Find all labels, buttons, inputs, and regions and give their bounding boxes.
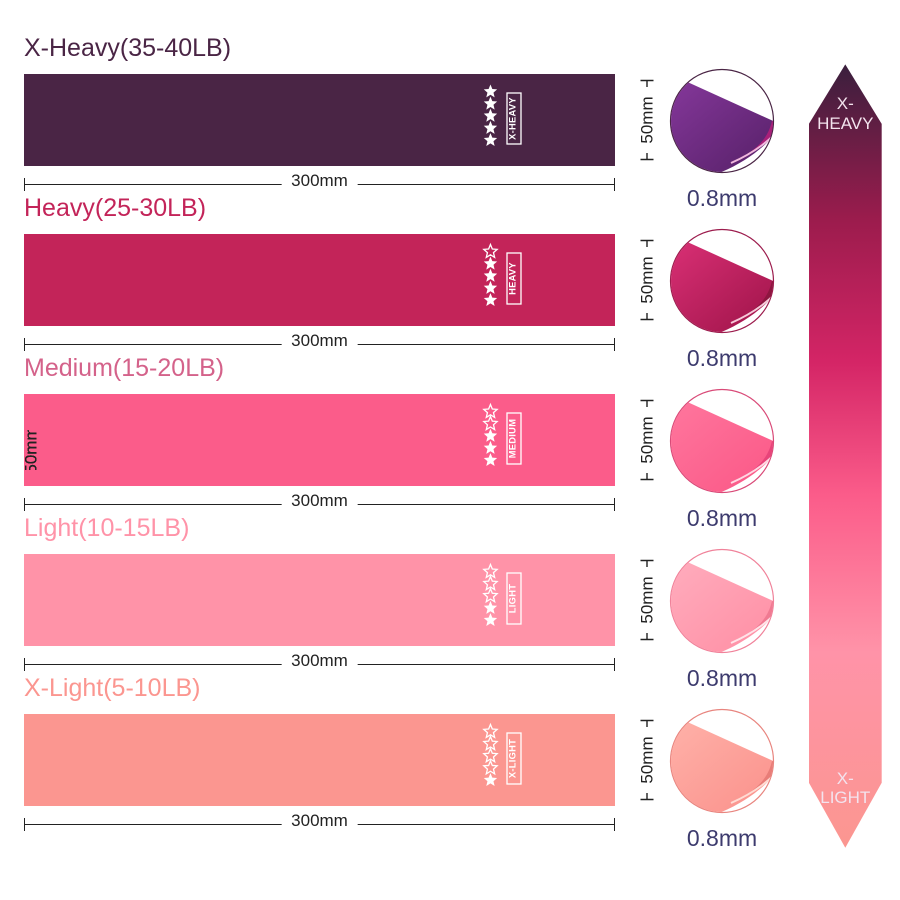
svg-text:X-HEAVY: X-HEAVY [508, 97, 518, 140]
svg-text:LIGHT: LIGHT [508, 584, 518, 613]
svg-text:HEAVY: HEAVY [508, 262, 518, 295]
svg-text:50mm: 50mm [638, 576, 657, 623]
svg-text:50mm: 50mm [638, 256, 657, 303]
svg-text:X-LIGHT: X-LIGHT [508, 739, 518, 778]
svg-text:50mm: 50mm [21, 430, 40, 470]
svg-text:MEDIUM: MEDIUM [508, 419, 518, 459]
svg-text:50mm: 50mm [638, 416, 657, 463]
svg-text:50mm: 50mm [638, 96, 657, 143]
svg-text:50mm: 50mm [638, 736, 657, 783]
